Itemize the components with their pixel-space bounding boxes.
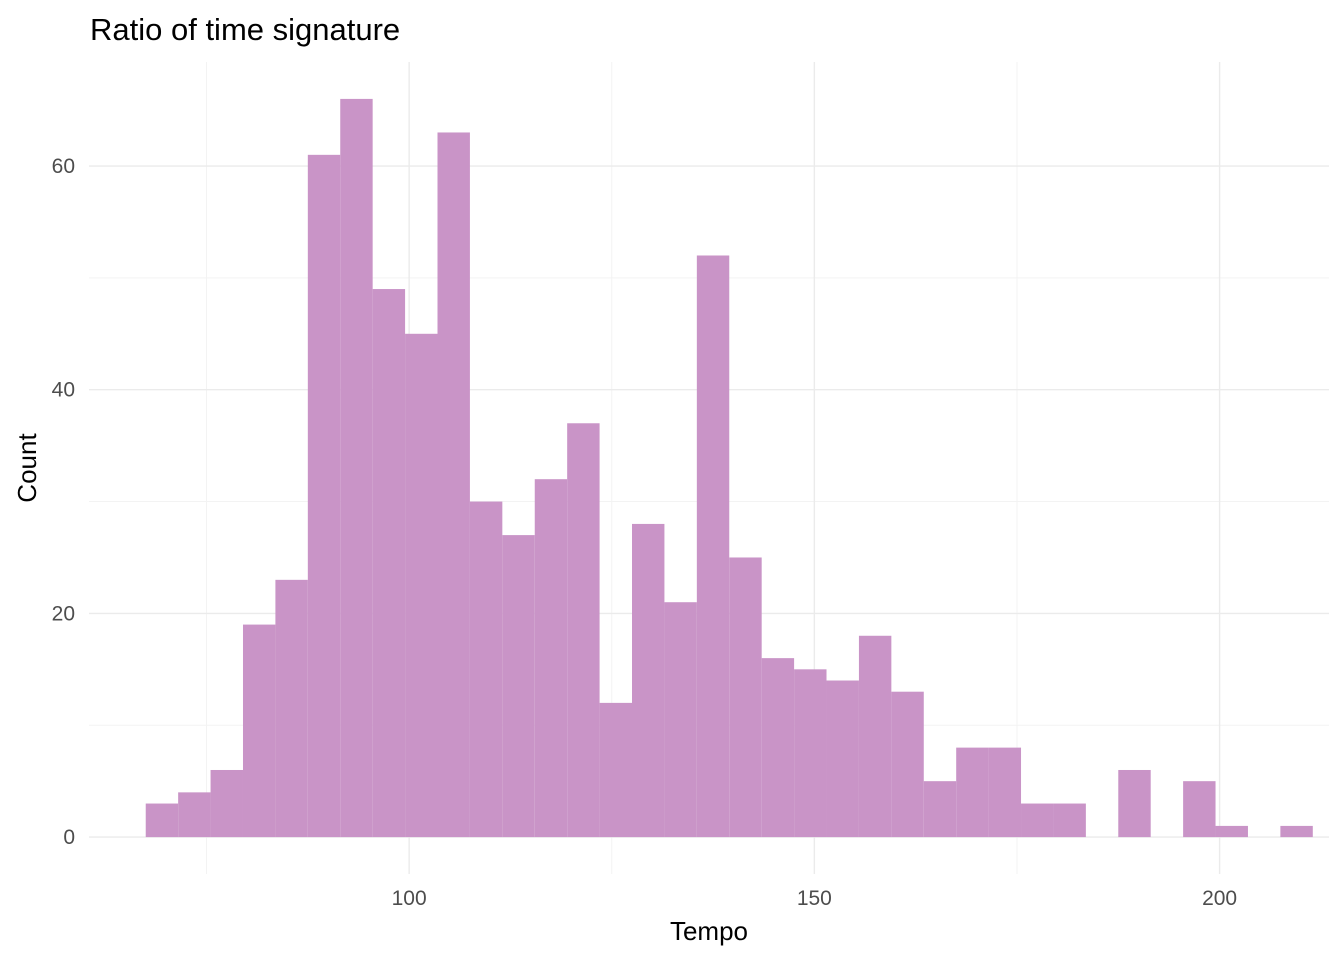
histogram-bar	[242, 624, 276, 838]
y-axis-tick-labels: 0 20 40 60	[52, 155, 75, 849]
histogram-bars	[145, 98, 1313, 838]
histogram-bar	[534, 479, 568, 838]
y-tick-label: 0	[63, 826, 75, 849]
histogram-bar	[1118, 769, 1151, 838]
histogram-bar	[956, 747, 989, 838]
histogram-bar	[794, 669, 827, 838]
histogram-bar	[469, 501, 503, 838]
histogram-bar	[761, 658, 795, 838]
histogram-bar	[1280, 825, 1313, 838]
histogram-bar	[1021, 803, 1054, 838]
histogram-bar	[502, 535, 535, 838]
histogram-bar	[923, 781, 957, 838]
histogram-bar	[210, 769, 243, 838]
x-tick-label: 150	[797, 887, 832, 910]
histogram-bar	[632, 523, 665, 838]
histogram-bar	[988, 747, 1022, 838]
histogram-bar	[664, 602, 697, 838]
histogram-bar	[858, 635, 892, 838]
histogram-bar	[372, 289, 406, 838]
y-tick-label: 60	[52, 155, 75, 178]
x-tick-label: 100	[392, 887, 427, 910]
histogram-bar	[405, 333, 438, 838]
histogram-bar	[599, 702, 633, 838]
histogram-bar	[178, 792, 211, 838]
histogram-bar	[340, 98, 373, 838]
x-axis-title: Tempo	[670, 916, 748, 946]
histogram-bar	[696, 255, 730, 838]
histogram-bar	[1215, 825, 1248, 838]
histogram-bar	[437, 132, 470, 838]
histogram-bar	[145, 803, 179, 838]
y-tick-label: 20	[52, 602, 75, 625]
histogram-bar	[275, 579, 308, 838]
y-axis-title: Count	[12, 433, 42, 503]
histogram-bar	[891, 691, 924, 838]
histogram-bar	[1053, 803, 1086, 838]
histogram-bar	[307, 154, 341, 838]
histogram-bar	[567, 423, 600, 838]
histogram-bar	[1183, 781, 1216, 838]
y-tick-label: 40	[52, 379, 75, 402]
histogram-bar	[729, 557, 762, 838]
chart-title: Ratio of time signature	[90, 12, 400, 47]
x-axis-tick-labels: 100 150 200	[392, 887, 1238, 910]
x-tick-label: 200	[1202, 887, 1237, 910]
histogram-bar	[826, 680, 859, 838]
